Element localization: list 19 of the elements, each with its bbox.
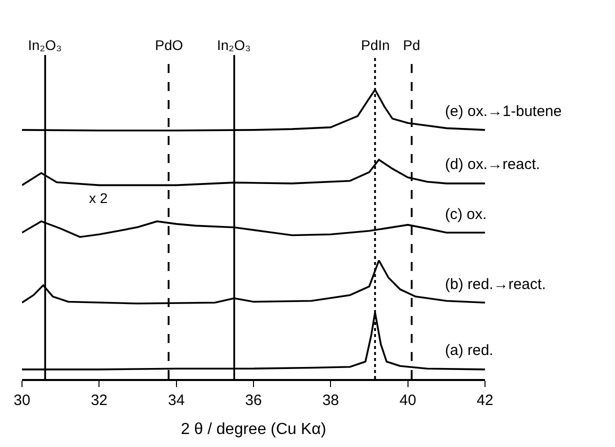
x-tick-label: 40 — [399, 392, 416, 409]
series-label: (b) red.→react. — [445, 276, 546, 293]
x-tick-label: 36 — [245, 392, 262, 409]
series-label: (a) red. — [445, 342, 494, 359]
ref-line-label: In₂O₃ — [217, 37, 251, 53]
ref-line-label: Pd — [403, 37, 420, 53]
x-axis-title: 2 θ / degree (Cu Kα) — [180, 420, 326, 438]
series-label: (d) ox.→react. — [445, 156, 540, 173]
x-tick-label: 32 — [90, 392, 108, 409]
x-tick-label: 30 — [14, 392, 30, 409]
ref-line-label: PdO — [155, 37, 184, 53]
series-label: (c) ox. — [445, 206, 487, 223]
x-tick-label: 42 — [476, 392, 494, 409]
x-tick-label: 38 — [322, 392, 340, 409]
annotation: x 2 — [89, 190, 108, 206]
ref-line-label: PdIn — [361, 37, 390, 53]
x-tick-label: 34 — [168, 392, 185, 409]
ref-line-label: In₂O₃ — [28, 37, 62, 53]
series-label: (e) ox.→1-butene — [445, 103, 562, 120]
